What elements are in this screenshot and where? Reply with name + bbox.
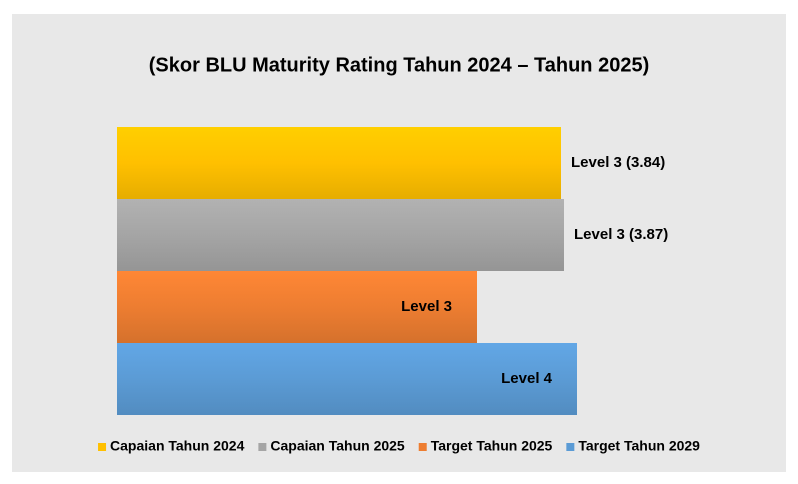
bar — [117, 271, 477, 343]
legend-marker — [566, 443, 575, 451]
bar — [117, 127, 561, 199]
legend-label: Capaian Tahun 2024 — [110, 438, 245, 454]
data-label: Level 3 — [401, 298, 452, 315]
data-label: Level 4 — [501, 370, 553, 387]
bar — [117, 199, 564, 271]
legend-label: Capaian Tahun 2025 — [270, 438, 405, 454]
chart-title: (Skor BLU Maturity Rating Tahun 2024 – T… — [149, 54, 649, 76]
data-label: Level 3 (3.87) — [574, 226, 668, 243]
bar — [117, 343, 577, 415]
legend-marker — [258, 443, 267, 451]
data-label: Level 3 (3.84) — [571, 154, 665, 171]
legend-label: Target Tahun 2029 — [578, 438, 700, 454]
legend-label: Target Tahun 2025 — [431, 438, 553, 454]
legend-marker — [418, 443, 427, 451]
legend-marker — [98, 443, 107, 451]
